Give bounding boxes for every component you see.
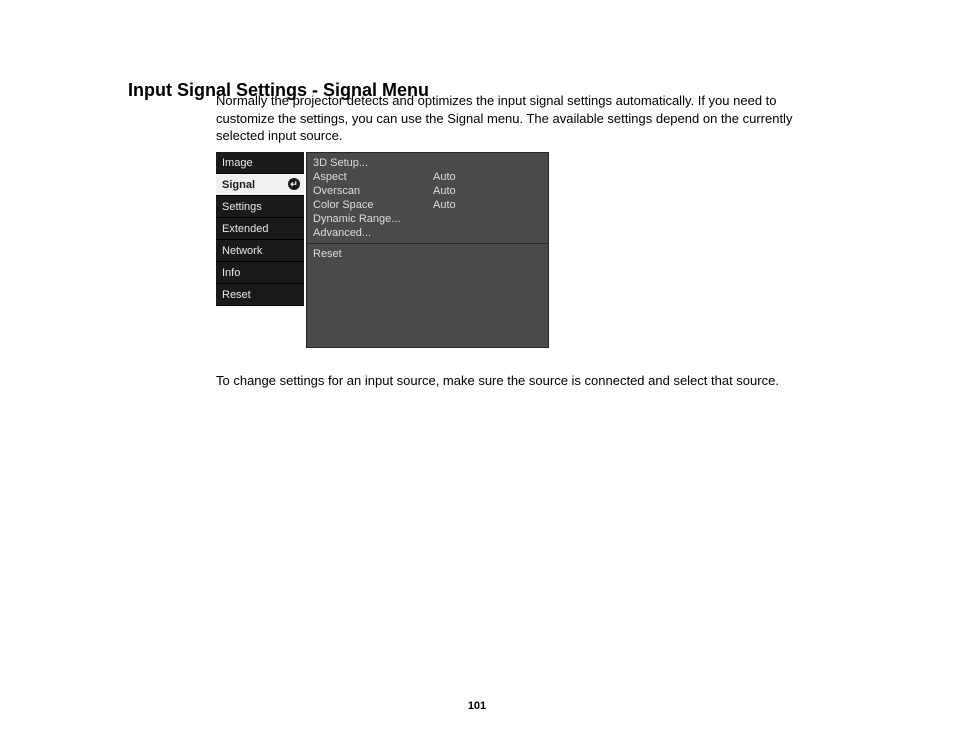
menu-row-label: Overscan <box>313 184 433 198</box>
osd-menu-figure: Image Signal ↵ Settings Extended Network… <box>216 152 549 348</box>
menu-row-color-space[interactable]: Color Space Auto <box>313 198 542 212</box>
menu-row-value: Auto <box>433 198 456 212</box>
sidebar-item-label: Signal <box>222 179 255 191</box>
sidebar-item-image[interactable]: Image <box>216 152 304 174</box>
sidebar-item-signal[interactable]: Signal ↵ <box>216 174 304 196</box>
sidebar-item-label: Extended <box>222 223 268 235</box>
sidebar-item-label: Image <box>222 157 253 169</box>
sidebar-item-label: Settings <box>222 201 262 213</box>
sidebar-item-settings[interactable]: Settings <box>216 196 304 218</box>
menu-row-aspect[interactable]: Aspect Auto <box>313 170 542 184</box>
note-paragraph: To change settings for an input source, … <box>216 373 836 388</box>
panel-top-section: 3D Setup... Aspect Auto Overscan Auto Co… <box>307 153 548 244</box>
menu-row-label: Color Space <box>313 198 433 212</box>
menu-row-value: Auto <box>433 170 456 184</box>
menu-row-label: Dynamic Range... <box>313 212 433 226</box>
menu-row-advanced[interactable]: Advanced... <box>313 226 542 240</box>
sidebar-item-reset[interactable]: Reset <box>216 284 304 306</box>
menu-row-dynamic-range[interactable]: Dynamic Range... <box>313 212 542 226</box>
sidebar-item-label: Network <box>222 245 262 257</box>
menu-sidebar: Image Signal ↵ Settings Extended Network… <box>216 152 304 306</box>
panel-bottom-section: Reset <box>307 244 548 264</box>
sidebar-item-info[interactable]: Info <box>216 262 304 284</box>
sidebar-item-extended[interactable]: Extended <box>216 218 304 240</box>
menu-row-label: Reset <box>313 247 433 261</box>
sidebar-item-label: Info <box>222 267 240 279</box>
menu-row-3d-setup[interactable]: 3D Setup... <box>313 156 542 170</box>
menu-row-reset[interactable]: Reset <box>313 247 542 261</box>
sidebar-item-label: Reset <box>222 289 251 301</box>
page-number: 101 <box>0 700 954 712</box>
manual-page: Input Signal Settings - Signal Menu Norm… <box>0 0 954 738</box>
menu-row-value: Auto <box>433 184 456 198</box>
menu-row-label: Advanced... <box>313 226 433 240</box>
menu-row-label: 3D Setup... <box>313 156 433 170</box>
menu-panel: 3D Setup... Aspect Auto Overscan Auto Co… <box>306 152 549 348</box>
menu-row-overscan[interactable]: Overscan Auto <box>313 184 542 198</box>
sidebar-item-network[interactable]: Network <box>216 240 304 262</box>
menu-row-label: Aspect <box>313 170 433 184</box>
enter-icon: ↵ <box>288 178 300 190</box>
intro-paragraph: Normally the projector detects and optim… <box>216 92 816 145</box>
